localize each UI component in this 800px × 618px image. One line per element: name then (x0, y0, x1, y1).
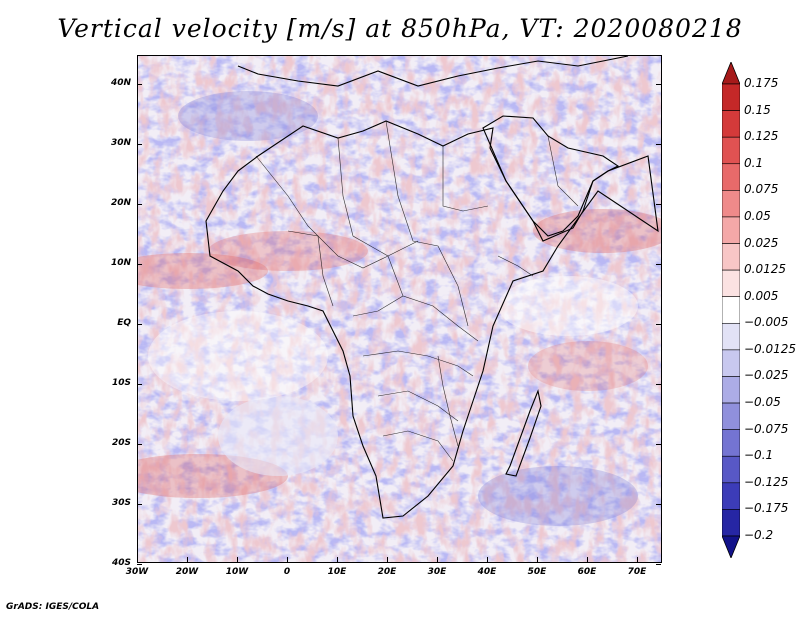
colorbar-label: 0.15 (744, 102, 771, 117)
colorbar-swatch (722, 163, 740, 191)
colorbar-label: −0.125 (744, 474, 789, 489)
lat-label: 10N (110, 258, 131, 268)
lat-tick (137, 204, 142, 205)
lon-tick (337, 557, 338, 562)
lat-label: 30S (111, 498, 131, 508)
lat-tick (656, 564, 661, 565)
colorbar-swatch (722, 402, 740, 430)
coastlines (205, 56, 659, 519)
colorbar-label: −0.025 (744, 368, 789, 383)
lon-tick (437, 557, 438, 562)
colorbar-label: 0.005 (744, 288, 779, 303)
colorbar-label: 0.075 (744, 182, 779, 197)
map-panel (137, 55, 662, 563)
colorbar-label: −0.175 (744, 501, 789, 516)
lon-label: 10E (327, 567, 347, 577)
lon-tick (537, 557, 538, 562)
lon-label: 30W (125, 567, 149, 577)
lon-label: 20E (377, 567, 397, 577)
lat-tick (656, 444, 661, 445)
colorbar-label: 0.1 (744, 155, 764, 170)
lat-tick (656, 144, 661, 145)
colorbar-swatch (722, 136, 740, 165)
lon-label: 40E (477, 567, 497, 577)
colorbar-label: 0.05 (744, 208, 771, 223)
lon-label: 20W (175, 567, 199, 577)
lat-tick (656, 84, 661, 85)
colorbar-swatch (722, 509, 740, 537)
colorbar-swatch (722, 190, 740, 218)
lat-tick (137, 384, 142, 385)
colorbar-swatch (722, 455, 740, 484)
colorbar (722, 62, 740, 558)
lon-tick (287, 557, 288, 562)
lat-tick (137, 264, 142, 265)
lat-tick (656, 384, 661, 385)
colorbar-swatch (722, 216, 740, 244)
arabia-coastline (482, 115, 620, 237)
colorbar-label: −0.005 (744, 315, 789, 330)
lat-label: 10S (111, 378, 131, 388)
colorbar-label: −0.1 (744, 448, 774, 463)
map-title: Vertical velocity [m/s] at 850hPa, VT: 2… (57, 14, 743, 43)
lat-tick (656, 504, 661, 505)
colorbar-swatch (722, 269, 740, 298)
lon-label: 50E (527, 567, 547, 577)
lon-label: 70E (627, 567, 647, 577)
colorbar-label: −0.2 (744, 528, 774, 542)
colorbar-swatch (722, 83, 740, 111)
africa-coastline (205, 120, 659, 519)
colorbar-label: −0.075 (744, 421, 789, 436)
lon-label: 10W (225, 567, 249, 577)
colorbar-swatch (722, 296, 740, 324)
lat-tick (137, 504, 142, 505)
lat-tick (137, 444, 142, 445)
colorbar-swatch (722, 482, 740, 510)
velocity-texture (138, 56, 661, 562)
velocity-regions (138, 91, 661, 526)
colorbar-label: −0.05 (744, 395, 781, 410)
lat-label: 40S (111, 558, 131, 568)
lon-tick (487, 557, 488, 562)
colorbar-label: 0.125 (744, 129, 779, 144)
colorbar-swatch (722, 322, 740, 351)
lat-label: 40N (110, 78, 131, 88)
lon-tick (237, 557, 238, 562)
colorbar-swatch (722, 429, 740, 457)
colorbar-swatch (722, 376, 740, 404)
lon-tick (587, 557, 588, 562)
lat-label: EQ (117, 318, 131, 328)
colorbar-label: −0.0125 (744, 341, 797, 356)
lat-label: 20S (111, 438, 131, 448)
colorbar-bottom-arrow (722, 535, 740, 558)
europe-coastline (237, 56, 629, 87)
lon-label: 30E (427, 567, 447, 577)
colorbar-swatch (722, 349, 740, 377)
lon-tick (387, 557, 388, 562)
lat-tick (137, 84, 142, 85)
lat-tick (137, 564, 142, 565)
colorbar-top-arrow (722, 62, 740, 85)
lat-tick (137, 324, 142, 325)
colorbar-swatch (722, 243, 740, 271)
colorbar-swatch (722, 110, 740, 138)
lon-tick (187, 557, 188, 562)
lon-tick (637, 557, 638, 562)
colorbar-label: 0.0125 (744, 262, 786, 277)
colorbar-label: 0.175 (744, 76, 779, 90)
lat-tick (137, 144, 142, 145)
lat-tick (656, 264, 661, 265)
lat-label: 20N (110, 198, 131, 208)
country-borders (255, 120, 579, 462)
lat-tick (656, 204, 661, 205)
lat-label: 30N (110, 138, 131, 148)
lat-tick (656, 324, 661, 325)
lon-label: 0 (283, 567, 291, 577)
colorbar-label: 0.025 (744, 235, 779, 250)
velocity-field-map (138, 56, 661, 562)
lon-label: 60E (577, 567, 597, 577)
grads-credit: GrADS: IGES/COLA (6, 602, 100, 612)
lon-tick (137, 557, 138, 562)
madagascar-coastline (505, 389, 542, 477)
